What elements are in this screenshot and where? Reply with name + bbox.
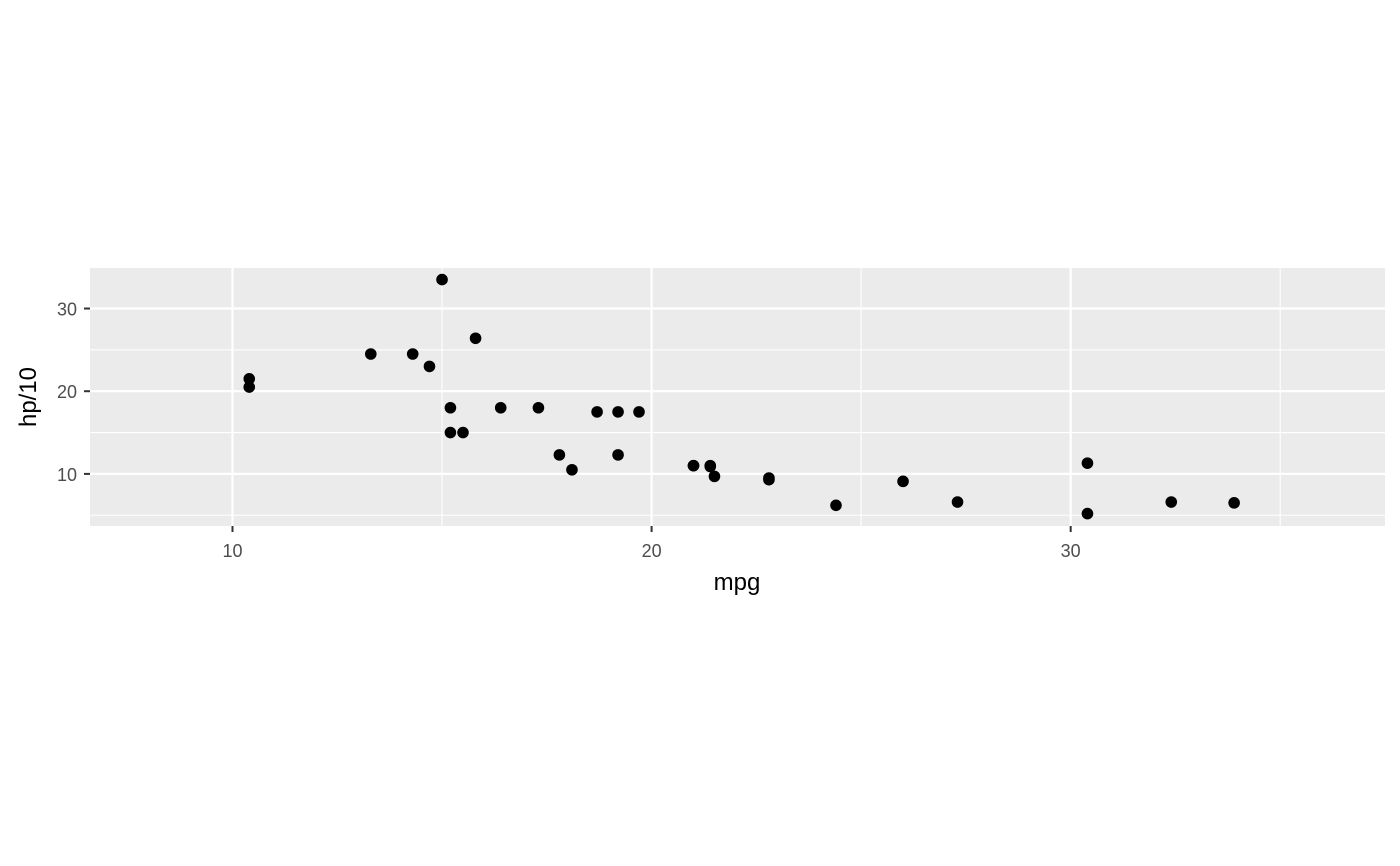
x-axis-title: mpg bbox=[714, 569, 761, 596]
y-tick-label: 30 bbox=[57, 300, 77, 320]
x-tick-label: 20 bbox=[642, 541, 662, 561]
data-point bbox=[469, 332, 482, 345]
data-point bbox=[704, 460, 717, 473]
data-point bbox=[1165, 496, 1178, 508]
x-tick-label: 10 bbox=[222, 541, 242, 561]
data-point bbox=[364, 348, 377, 360]
data-point bbox=[436, 273, 448, 286]
y-tick-label: 20 bbox=[57, 382, 77, 402]
data-point bbox=[444, 426, 457, 439]
data-point bbox=[444, 401, 457, 414]
y-axis-title: hp/10 bbox=[15, 367, 42, 427]
data-point bbox=[951, 496, 964, 508]
y-axis: 10 20 30 bbox=[57, 300, 90, 485]
data-point bbox=[633, 406, 645, 418]
plot-panel bbox=[90, 268, 1385, 526]
grid-major-lines bbox=[90, 268, 1385, 526]
data-point bbox=[763, 472, 775, 484]
grid-minor-lines bbox=[90, 268, 1385, 526]
x-axis: 10 20 30 bbox=[222, 526, 1081, 561]
x-tick-label: 30 bbox=[1061, 541, 1081, 561]
data-point bbox=[687, 459, 700, 472]
data-point bbox=[897, 475, 909, 488]
data-point bbox=[566, 463, 578, 476]
data-point bbox=[423, 360, 436, 373]
data-point bbox=[1081, 507, 1094, 520]
data-point bbox=[612, 406, 624, 418]
data-point bbox=[494, 401, 507, 414]
data-point bbox=[532, 401, 545, 414]
data-point bbox=[591, 406, 603, 418]
data-points bbox=[243, 273, 1240, 520]
data-point bbox=[708, 470, 721, 483]
data-point bbox=[243, 381, 256, 393]
data-point bbox=[1081, 457, 1094, 469]
y-tick-label: 10 bbox=[57, 465, 77, 485]
data-point bbox=[1228, 497, 1240, 509]
data-point bbox=[406, 348, 419, 360]
data-point bbox=[457, 426, 469, 439]
data-point bbox=[553, 449, 566, 461]
data-point bbox=[830, 499, 842, 512]
data-point bbox=[612, 449, 624, 461]
data-point bbox=[243, 373, 256, 385]
